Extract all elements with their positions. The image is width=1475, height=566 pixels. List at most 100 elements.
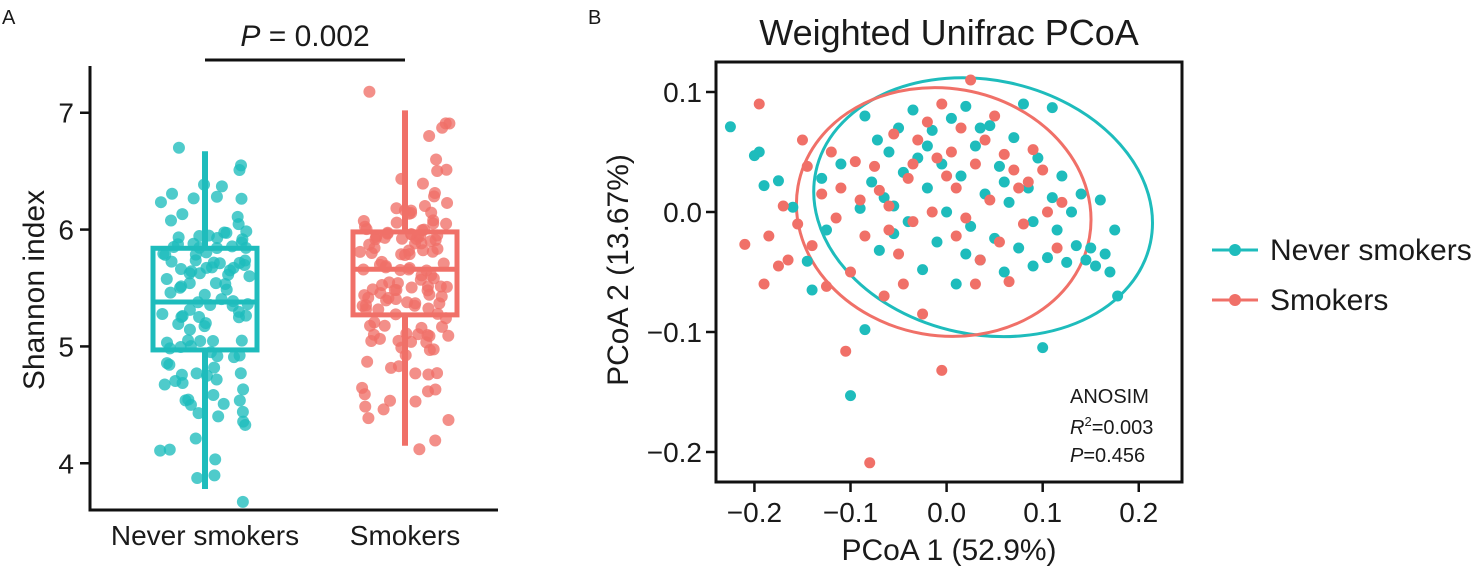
boxplot-point (390, 283, 403, 296)
pcoa-point-smoker (739, 238, 751, 250)
pcoa-point-smoker (1037, 164, 1049, 176)
boxplot-point (427, 217, 440, 230)
pcoa-point-smoker (941, 170, 953, 182)
ellipse-smokers (794, 86, 1093, 338)
pcoa-y-tick-label: −0.2 (647, 437, 702, 468)
boxplot-box (350, 229, 460, 318)
boxplot-point (436, 320, 449, 333)
pcoa-point-smoker (873, 184, 885, 196)
boxplot-point (377, 403, 390, 416)
pcoa-point-smoker (825, 146, 837, 158)
pcoa-point-smoker (912, 134, 924, 146)
pcoa-point-never (883, 146, 895, 158)
pcoa-point-smoker (969, 278, 981, 290)
boxplot-point (376, 279, 389, 292)
pcoa-point-smoker (974, 254, 986, 266)
pcoa-point-never (801, 255, 813, 267)
pcoa-point-smoker (869, 160, 881, 172)
pcoa-point-never (1112, 290, 1124, 302)
boxplot-point (243, 270, 256, 283)
category-label-smokers: Smokers (350, 520, 460, 551)
pcoa-point-smoker (955, 122, 967, 134)
boxplot-point (422, 302, 435, 315)
boxplot-point (165, 255, 178, 268)
boxplot-point (187, 192, 200, 205)
boxplot-point (413, 443, 426, 456)
pcoa-point-never (917, 264, 929, 276)
pcoa-point-smoker (921, 116, 933, 128)
pcoa-point-never (859, 110, 871, 122)
pcoa-y-ticks: 0.1 0.0 −0.1 −0.2 (647, 77, 716, 468)
pcoa-point-smoker (1027, 144, 1039, 156)
pcoa-point-never (950, 278, 962, 290)
boxplot-point (392, 360, 405, 373)
pcoa-point-smoker (796, 134, 808, 146)
boxplot-point (164, 286, 177, 299)
pcoa-y-tick-label: 0.1 (663, 77, 702, 108)
boxplot-point (191, 472, 204, 485)
boxplot-point (208, 469, 221, 482)
boxplot-point (423, 288, 436, 301)
pcoa-point-smoker (854, 194, 866, 206)
pcoa-point-smoker (993, 236, 1005, 248)
boxplot-point (156, 307, 169, 320)
pcoa-point-never (845, 390, 857, 402)
boxplot-point (237, 383, 250, 396)
boxplot-point (154, 444, 167, 457)
boxplot-point (172, 317, 185, 330)
pcoa-point-smoker (1056, 196, 1068, 208)
pcoa-point-never (1051, 224, 1063, 236)
boxplot-point (160, 272, 173, 285)
pcoa-point-never (1046, 192, 1058, 204)
boxplot-point (232, 218, 245, 231)
pcoa-point-smoker (763, 230, 775, 242)
pcoa-point-never (1027, 216, 1039, 228)
boxplot-point (223, 264, 236, 277)
pcoa-point-never (1075, 188, 1087, 200)
pcoa-ellipses (794, 76, 1154, 339)
boxplot-point (209, 453, 222, 466)
pcoa-point-never (1080, 254, 1092, 266)
boxplot-point (175, 280, 188, 293)
pcoa-point-smoker (878, 290, 890, 302)
legend-dot-smokers (1229, 294, 1241, 306)
boxplot-point (418, 199, 431, 212)
boxplot-point (236, 405, 249, 418)
pcoa-point-never (1070, 240, 1082, 252)
boxplot-point (390, 216, 403, 229)
pcoa-point-smoker (950, 230, 962, 242)
pcoa-point-smoker (936, 98, 948, 110)
pcoa-point-smoker (945, 146, 957, 158)
boxplot-point (236, 495, 249, 508)
boxplot-point (166, 187, 179, 200)
pcoa-point-smoker (845, 266, 857, 278)
boxplot-axes (88, 66, 498, 512)
boxplot-point (358, 388, 371, 401)
pcoa-point-smoker (965, 74, 977, 86)
pcoa-point-never (1037, 342, 1049, 354)
pcoa-y-tick-label: 0.0 (663, 197, 702, 228)
boxplot-point (409, 367, 422, 380)
pcoa-point-never (724, 121, 736, 133)
pcoa-point-smoker (1003, 276, 1015, 288)
pcoa-points (724, 74, 1124, 469)
pcoa-point-smoker (849, 156, 861, 168)
pcoa-point-never (921, 140, 933, 152)
boxplot-point (163, 358, 176, 371)
boxplot-point (210, 190, 223, 203)
boxplot-point (209, 277, 222, 290)
boxplot-panel: 4 5 6 7 Never smokers Smokers Shannon index… (18, 20, 498, 551)
boxplot-point (193, 311, 206, 324)
pcoa-point-smoker (1022, 176, 1034, 188)
pcoa-point-smoker (893, 248, 905, 260)
pcoa-point-never (907, 104, 919, 116)
boxplot-point (431, 242, 444, 255)
boxplot-point (433, 297, 446, 310)
boxplot-point (409, 395, 422, 408)
boxplot-point (219, 278, 232, 291)
pcoa-point-smoker (835, 182, 847, 194)
pcoa-point-never (1066, 206, 1078, 218)
boxplot-point (423, 130, 436, 143)
pcoa-point-never (1099, 248, 1111, 260)
